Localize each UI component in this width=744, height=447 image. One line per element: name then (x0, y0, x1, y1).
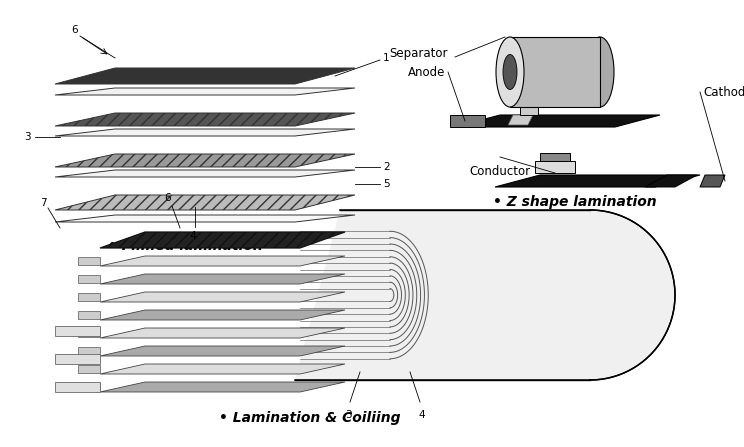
Polygon shape (535, 161, 575, 173)
Text: • Lamination & Coiliing: • Lamination & Coiliing (219, 411, 401, 425)
Text: Separator: Separator (390, 47, 448, 60)
Text: 5: 5 (383, 179, 390, 189)
Polygon shape (520, 107, 538, 115)
Polygon shape (55, 195, 355, 210)
Polygon shape (55, 382, 100, 392)
Polygon shape (100, 232, 345, 248)
Text: 6: 6 (71, 25, 78, 35)
Polygon shape (78, 383, 100, 391)
Polygon shape (450, 115, 485, 127)
Polygon shape (100, 310, 345, 320)
Ellipse shape (496, 37, 524, 107)
Text: Anode: Anode (408, 66, 445, 79)
Text: 3: 3 (24, 132, 31, 142)
Polygon shape (55, 129, 355, 136)
Polygon shape (100, 328, 345, 338)
Polygon shape (495, 175, 700, 187)
Text: 3: 3 (344, 410, 351, 420)
Ellipse shape (586, 37, 614, 107)
Polygon shape (78, 275, 100, 283)
Polygon shape (455, 115, 660, 127)
Polygon shape (645, 175, 697, 187)
Polygon shape (55, 154, 355, 167)
Text: Conductor: Conductor (469, 165, 530, 178)
Text: 2: 2 (383, 162, 390, 172)
Text: 6: 6 (164, 193, 171, 203)
Text: 1: 1 (383, 53, 390, 63)
Polygon shape (78, 347, 100, 355)
Polygon shape (100, 256, 345, 266)
Polygon shape (55, 170, 355, 177)
Polygon shape (78, 365, 100, 373)
Polygon shape (55, 215, 355, 222)
Polygon shape (700, 175, 725, 187)
Polygon shape (100, 382, 345, 392)
Text: 4: 4 (419, 410, 426, 420)
Polygon shape (55, 113, 355, 126)
Polygon shape (55, 88, 355, 95)
Polygon shape (78, 329, 100, 337)
Polygon shape (55, 326, 100, 336)
Text: 7: 7 (39, 198, 46, 208)
Polygon shape (510, 37, 600, 107)
Polygon shape (100, 364, 345, 374)
Text: • Filmed lamination: • Filmed lamination (108, 239, 263, 253)
Polygon shape (100, 346, 345, 356)
Text: Cathode: Cathode (703, 85, 744, 98)
Polygon shape (295, 210, 675, 380)
Text: 4: 4 (190, 231, 196, 241)
Text: • Z shape lamination: • Z shape lamination (493, 195, 657, 209)
Polygon shape (590, 210, 675, 380)
Polygon shape (55, 354, 100, 364)
Polygon shape (78, 293, 100, 301)
Ellipse shape (503, 55, 517, 89)
Polygon shape (540, 153, 570, 161)
Polygon shape (78, 311, 100, 319)
Polygon shape (100, 274, 345, 284)
Polygon shape (78, 257, 100, 265)
Polygon shape (100, 292, 345, 302)
Polygon shape (55, 68, 355, 84)
Polygon shape (508, 115, 533, 125)
